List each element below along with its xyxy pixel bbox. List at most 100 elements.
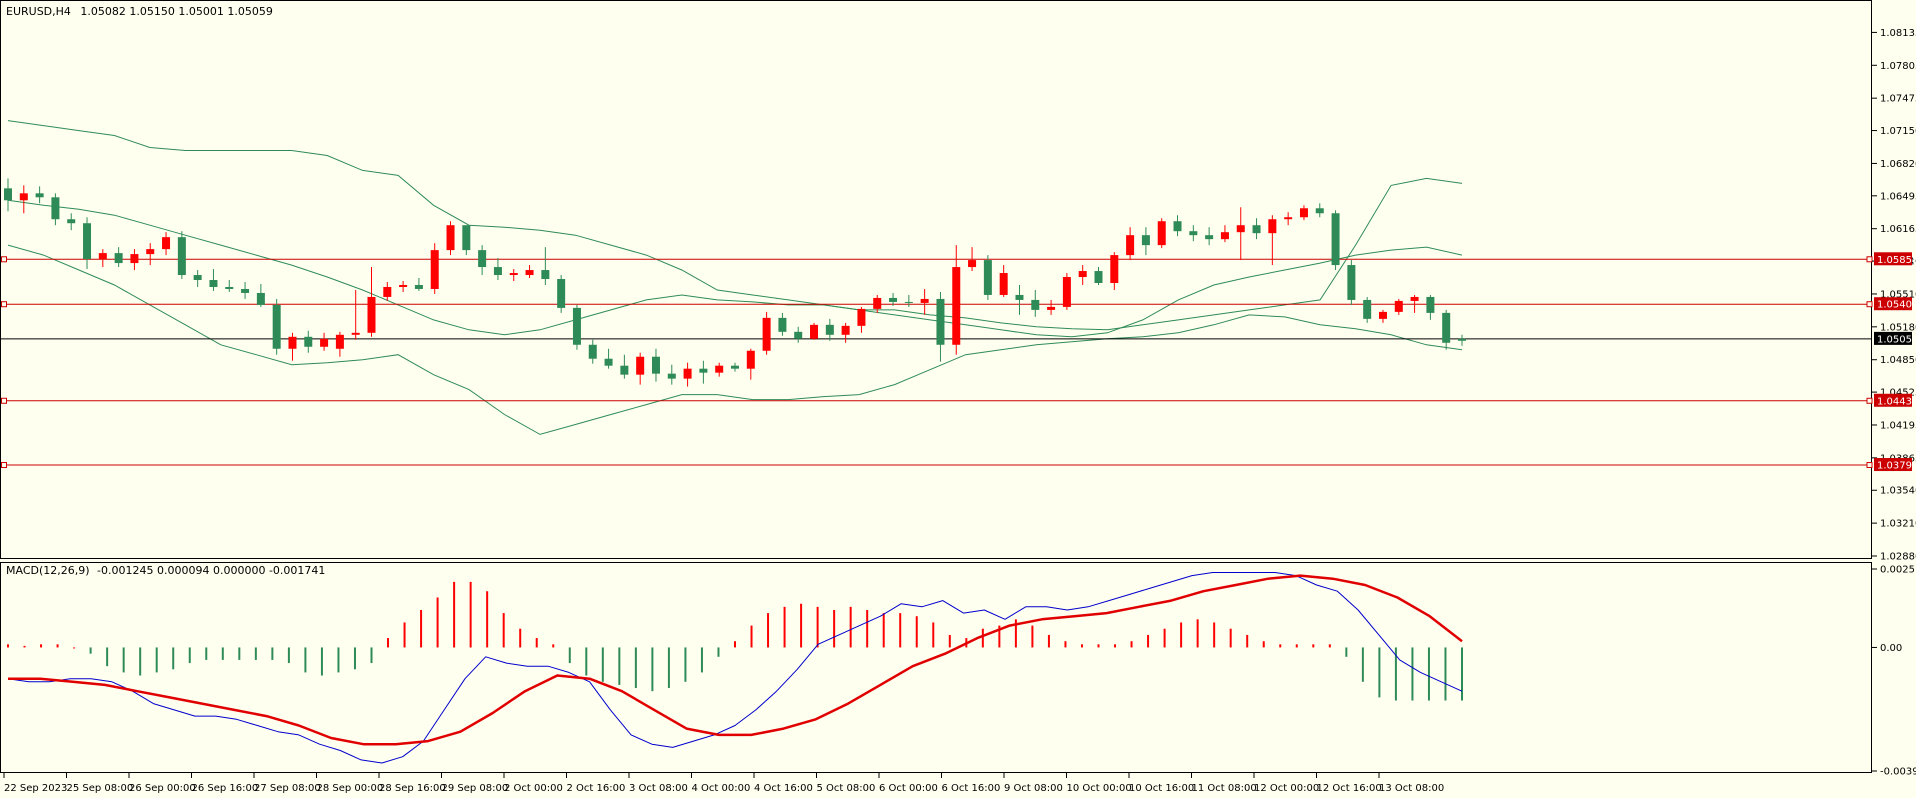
candle-body (193, 275, 202, 281)
x-tick-label: 4 Oct 16:00 (754, 783, 813, 794)
candle-body (4, 188, 12, 201)
candle-body (1363, 299, 1372, 319)
candle-body (1458, 338, 1466, 341)
candle-body (1252, 225, 1261, 234)
candle-body (1157, 221, 1166, 246)
candle-body (67, 219, 76, 224)
candle-body (509, 273, 518, 276)
price-y-tick-label: 1.05510 (1880, 289, 1916, 300)
candle-body (241, 288, 250, 293)
bollinger-lower (7, 244, 1463, 435)
candle-body (904, 301, 913, 303)
x-tick-label: 3 Oct 08:00 (629, 783, 688, 794)
macd-y-tick-label: 0.00 (1880, 643, 1902, 654)
level-tag (1874, 297, 1912, 311)
x-tick-label: 6 Oct 16:00 (942, 783, 1001, 794)
candle-body (1015, 294, 1024, 300)
price-y-tick-label: 1.05180 (1880, 322, 1916, 333)
level-tag-label: 1.05407 (1877, 300, 1916, 311)
level-tag-label: 1.05858 (1877, 255, 1916, 266)
x-tick-label: 26 Sep 00:00 (129, 783, 196, 794)
candle-body (683, 368, 692, 379)
candle-body (146, 249, 155, 255)
price-y-tick-label: 1.07475 (1880, 94, 1916, 105)
x-tick-label: 9 Oct 08:00 (1004, 783, 1063, 794)
candle-body (762, 317, 771, 351)
price-y-tick-label: 1.03210 (1880, 519, 1916, 530)
level-handle-right (1866, 256, 1873, 263)
price-y-tick-label: 1.06820 (1880, 159, 1916, 170)
candle-body (1047, 306, 1056, 310)
symbol-info: EURUSD,H4 1.05082 1.05150 1.05001 1.0505… (6, 5, 273, 18)
candle-body (667, 373, 676, 379)
level-handle-left (1, 256, 7, 263)
x-tick-label: 25 Sep 08:00 (67, 783, 134, 794)
candle-body (1205, 235, 1214, 240)
candle-body (462, 225, 471, 251)
candle-body (1331, 213, 1340, 266)
candle-body (699, 368, 708, 373)
price-y-tick-label: 1.03540 (1880, 486, 1916, 497)
candle-body (825, 324, 834, 335)
candle-body (1220, 232, 1229, 240)
x-tick-label: 28 Sep 16:00 (379, 783, 446, 794)
price-y-tick-label: 1.07805 (1880, 61, 1916, 72)
candle-body (588, 344, 597, 359)
candle-body (1062, 277, 1071, 307)
candle-body (114, 253, 123, 264)
candle-body (651, 356, 660, 374)
current-price-label: 1.05059 (1877, 334, 1916, 345)
price-y-tick-label: 1.04525 (1880, 388, 1916, 399)
candle-body (1394, 300, 1403, 312)
level-tag-label: 1.03793 (1877, 461, 1916, 472)
candle-body (1173, 221, 1182, 232)
x-tick-label: 2 Oct 16:00 (567, 783, 626, 794)
candle-body (1378, 311, 1387, 319)
candle-body (1126, 235, 1135, 256)
x-tick-label: 27 Sep 08:00 (254, 783, 321, 794)
price-y-tick-label: 1.02880 (1880, 552, 1916, 563)
candle-body (889, 297, 898, 302)
price-y-tick-label: 1.06165 (1880, 224, 1916, 235)
candle-body (572, 307, 581, 345)
candle-body (83, 223, 92, 260)
symbol-name: EURUSD,H4 (6, 5, 71, 18)
candle-body (1236, 225, 1245, 233)
x-tick-label: 28 Sep 00:00 (317, 783, 384, 794)
x-tick-label: 10 Oct 16:00 (1129, 783, 1194, 794)
candle-body (335, 334, 344, 349)
candle-body (209, 280, 218, 287)
candle-body (968, 260, 977, 268)
candle-body (920, 298, 929, 303)
x-tick-label: 10 Oct 00:00 (1067, 783, 1132, 794)
candle-body (1031, 299, 1040, 310)
candle-body (367, 296, 376, 333)
x-tick-label: 6 Oct 00:00 (879, 783, 938, 794)
x-tick-label: 12 Oct 00:00 (1254, 783, 1319, 794)
candle-body (446, 225, 455, 251)
x-tick-label: 29 Sep 08:00 (442, 783, 509, 794)
macd-name: MACD(12,26,9) (6, 564, 90, 577)
candle-body (351, 332, 360, 335)
symbol-ohlc: 1.05082 1.05150 1.05001 1.05059 (80, 5, 272, 18)
x-tick-label: 11 Oct 08:00 (1192, 783, 1257, 794)
x-tick-label: 26 Sep 16:00 (192, 783, 259, 794)
candle-body (1426, 296, 1435, 313)
macd-values: -0.001245 0.000094 0.000000 -0.001741 (97, 564, 325, 577)
price-y-tick-label: 1.07150 (1880, 126, 1916, 137)
macd-signal-line (8, 574, 1463, 746)
candle-body (478, 250, 487, 268)
candle-body (794, 331, 803, 339)
candle-body (778, 317, 787, 332)
candle-body (557, 279, 566, 308)
macd-layer (7, 572, 1463, 764)
x-tick-label: 2 Oct 00:00 (504, 783, 563, 794)
candle-body (715, 365, 724, 373)
candle-body (841, 325, 850, 335)
candle-body (304, 336, 313, 347)
candle-body (999, 273, 1008, 295)
candle-body (35, 193, 44, 198)
candle-body (1299, 208, 1308, 218)
candle-body (288, 336, 297, 349)
